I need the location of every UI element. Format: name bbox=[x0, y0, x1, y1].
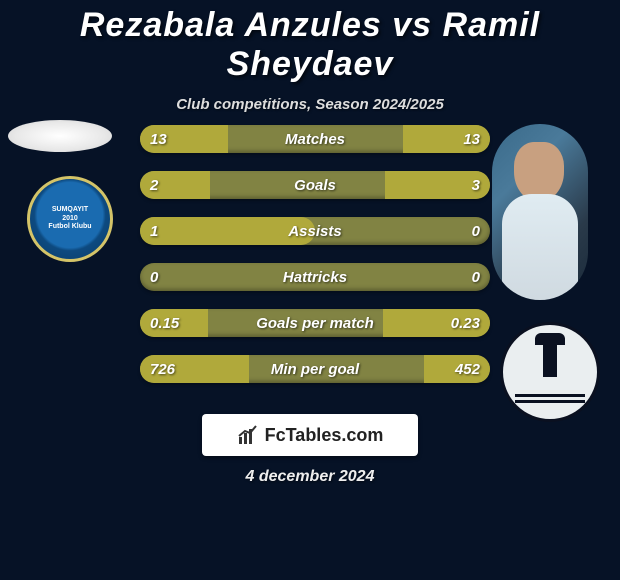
stat-row: 13Matches13 bbox=[140, 125, 490, 153]
crest-left-line1: SUMQAYIT bbox=[52, 206, 88, 213]
stat-row: 2Goals3 bbox=[140, 171, 490, 199]
chart-icon bbox=[237, 424, 259, 446]
branding-badge: FcTables.com bbox=[202, 414, 418, 456]
stat-metric: Goals bbox=[140, 177, 490, 194]
club-left-crest: SUMQAYIT 2010 Futbol Klubu bbox=[20, 176, 120, 262]
stat-metric: Min per goal bbox=[140, 361, 490, 378]
subtitle: Club competitions, Season 2024/2025 bbox=[0, 96, 620, 113]
page-title: Rezabala Anzules vs Ramil Sheydaev bbox=[0, 0, 620, 84]
stat-metric: Goals per match bbox=[140, 315, 490, 332]
club-right-crest bbox=[500, 322, 600, 422]
stat-value-right: 0 bbox=[472, 269, 480, 286]
stat-value-right: 13 bbox=[463, 131, 480, 148]
date-text: 4 december 2024 bbox=[0, 468, 620, 486]
stat-value-right: 3 bbox=[472, 177, 480, 194]
stat-metric: Assists bbox=[140, 223, 490, 240]
crest-left-line2: 2010 bbox=[62, 215, 78, 222]
stat-metric: Matches bbox=[140, 131, 490, 148]
stat-row: 0.15Goals per match0.23 bbox=[140, 309, 490, 337]
stats-container: 13Matches132Goals31Assists00Hattricks00.… bbox=[140, 125, 490, 401]
stat-value-right: 0.23 bbox=[451, 315, 480, 332]
stat-row: 0Hattricks0 bbox=[140, 263, 490, 291]
stat-value-right: 0 bbox=[472, 223, 480, 240]
stat-value-right: 452 bbox=[455, 361, 480, 378]
player-left-photo bbox=[8, 120, 112, 152]
stat-row: 726Min per goal452 bbox=[140, 355, 490, 383]
crest-left-line3: Futbol Klubu bbox=[48, 223, 91, 230]
stat-metric: Hattricks bbox=[140, 269, 490, 286]
stat-row: 1Assists0 bbox=[140, 217, 490, 245]
branding-text: FcTables.com bbox=[265, 425, 384, 446]
player-right-photo bbox=[492, 124, 588, 300]
